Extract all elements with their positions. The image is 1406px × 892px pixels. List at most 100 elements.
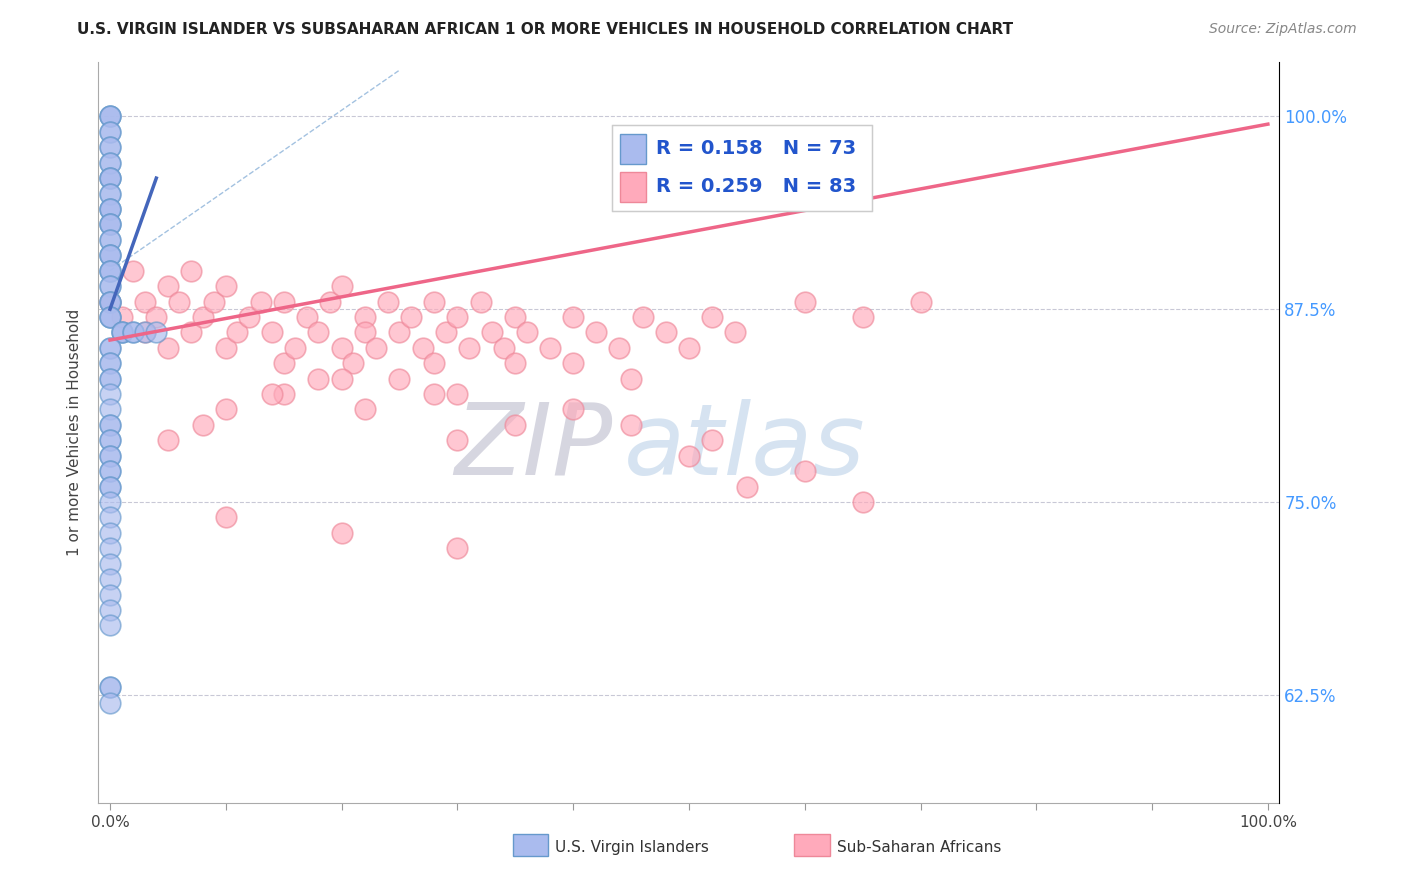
Point: [98, 696, 121, 710]
Point: [98, 434, 121, 448]
Point: [98, 618, 121, 632]
Point: [98, 402, 121, 417]
Text: U.S. Virgin Islanders: U.S. Virgin Islanders: [555, 840, 709, 855]
Y-axis label: 1 or more Vehicles in Household: 1 or more Vehicles in Household: [67, 309, 83, 557]
Point: [226, 326, 249, 340]
Point: [98, 248, 121, 262]
Point: [353, 402, 375, 417]
Point: [98, 525, 121, 540]
Point: [620, 371, 643, 385]
Point: [353, 326, 375, 340]
Point: [98, 171, 121, 186]
Point: [412, 341, 434, 355]
Point: [446, 541, 468, 556]
Point: [98, 202, 121, 216]
Point: [98, 140, 121, 154]
Point: [388, 326, 411, 340]
Point: [98, 680, 121, 694]
Point: [399, 310, 422, 324]
Point: [98, 202, 121, 216]
Point: [98, 263, 121, 277]
Point: [98, 155, 121, 169]
Point: [735, 480, 758, 494]
Point: [700, 434, 723, 448]
Point: [110, 326, 132, 340]
Point: [98, 202, 121, 216]
Point: [446, 387, 468, 401]
Point: [98, 464, 121, 478]
Point: [631, 310, 654, 324]
Point: [319, 294, 342, 309]
Point: [852, 310, 875, 324]
Point: [98, 588, 121, 602]
Point: [562, 310, 585, 324]
Point: [98, 233, 121, 247]
Point: [156, 279, 179, 293]
Point: [98, 680, 121, 694]
Point: [110, 326, 132, 340]
Point: [169, 294, 191, 309]
Point: [98, 186, 121, 201]
Point: [98, 125, 121, 139]
Point: [98, 434, 121, 448]
Point: [516, 326, 538, 340]
Point: [295, 310, 318, 324]
Point: [98, 140, 121, 154]
Point: [273, 294, 295, 309]
Point: [562, 356, 585, 370]
Point: [678, 341, 700, 355]
Point: [492, 341, 515, 355]
Point: [446, 310, 468, 324]
Point: [98, 279, 121, 293]
Point: [215, 510, 238, 524]
Point: [852, 495, 875, 509]
Point: [330, 279, 353, 293]
Point: [145, 310, 167, 324]
Point: [793, 294, 815, 309]
Point: [98, 510, 121, 524]
Point: [98, 171, 121, 186]
Point: [793, 464, 815, 478]
Point: [481, 326, 503, 340]
Text: atlas: atlas: [624, 399, 866, 496]
Point: [98, 294, 121, 309]
Point: [98, 110, 121, 124]
Point: [273, 356, 295, 370]
Point: [98, 171, 121, 186]
Point: [98, 356, 121, 370]
Point: [110, 326, 132, 340]
Point: [98, 218, 121, 232]
Point: [98, 310, 121, 324]
Point: [503, 310, 526, 324]
Point: [134, 294, 156, 309]
Point: [284, 341, 307, 355]
Point: [423, 387, 446, 401]
Point: [620, 417, 643, 432]
Point: [98, 186, 121, 201]
Point: [538, 341, 561, 355]
Point: [98, 310, 121, 324]
Point: [191, 417, 214, 432]
Point: [98, 356, 121, 370]
Point: [262, 326, 284, 340]
Point: [122, 326, 145, 340]
Point: [585, 326, 607, 340]
Point: [330, 525, 353, 540]
Point: [98, 417, 121, 432]
Point: [434, 326, 457, 340]
Point: [503, 356, 526, 370]
Text: ZIP: ZIP: [454, 399, 612, 496]
Point: [655, 326, 678, 340]
Point: [98, 248, 121, 262]
Point: [98, 279, 121, 293]
Point: [562, 402, 585, 417]
Point: [215, 402, 238, 417]
Point: [98, 371, 121, 385]
Point: [700, 310, 723, 324]
Point: [98, 603, 121, 617]
Point: [98, 449, 121, 463]
Point: [98, 263, 121, 277]
Text: Source: ZipAtlas.com: Source: ZipAtlas.com: [1209, 22, 1357, 37]
Point: [156, 341, 179, 355]
Point: [98, 557, 121, 571]
